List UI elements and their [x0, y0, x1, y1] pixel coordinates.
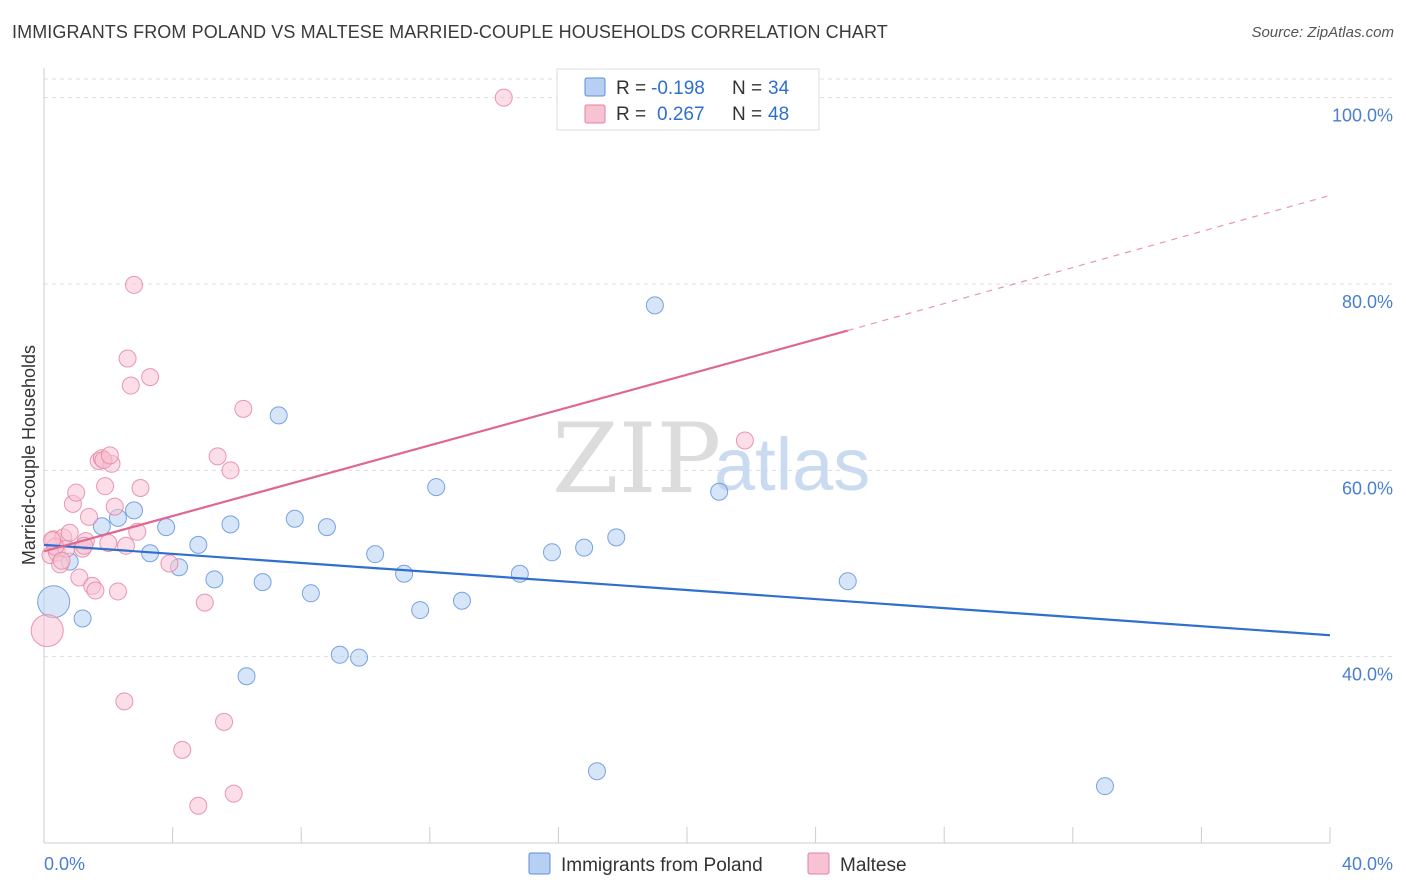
y-tick-label-80: 80.0%: [1342, 292, 1393, 312]
y-tick-label-40: 40.0%: [1342, 665, 1393, 685]
trend-lines: [43, 194, 1331, 637]
point-maltese-33: [195, 593, 214, 612]
point-poland-18: [350, 648, 369, 667]
point-poland-11: [221, 515, 240, 534]
legend-r-value-maltese: 0.267: [657, 104, 705, 125]
trend-line-maltese: [43, 329, 849, 553]
y-tick-labels: 40.0% 60.0% 80.0% 100.0%: [1332, 106, 1393, 685]
point-maltese-42: [52, 551, 71, 570]
point-maltese-28: [131, 479, 150, 498]
point-maltese-23: [115, 692, 134, 711]
point-maltese-36: [221, 461, 240, 480]
point-poland-12: [253, 573, 272, 592]
point-poland-28: [645, 296, 664, 315]
legend-n-label-maltese: N =: [732, 104, 762, 125]
point-poland-16: [317, 518, 336, 537]
trend-line-poland: [43, 543, 1331, 637]
legend-swatch-poland: [584, 77, 606, 97]
point-maltese-34: [208, 447, 227, 466]
point-maltese-21: [105, 497, 124, 516]
point-maltese-37: [224, 784, 243, 803]
point-poland-10: [205, 570, 224, 589]
point-maltese-31: [173, 740, 192, 759]
point-poland-15: [301, 584, 320, 603]
legend-n-value-poland: 34: [768, 78, 790, 99]
y-tick-label-100: 100.0%: [1332, 106, 1393, 126]
series-legend-swatch-poland: [528, 852, 551, 875]
point-poland-22: [427, 478, 446, 497]
y-tick-label-60: 60.0%: [1342, 478, 1393, 498]
point-maltese-0: [30, 614, 64, 648]
point-poland-5: [125, 501, 144, 520]
point-maltese-18: [96, 477, 115, 496]
point-maltese-13: [80, 507, 99, 526]
series-legend-label-poland: Immigrants from Poland: [561, 855, 763, 876]
point-poland-17: [330, 645, 349, 664]
point-maltese-15: [86, 581, 105, 600]
point-poland-23: [452, 591, 471, 610]
point-poland-7: [157, 518, 176, 537]
point-maltese-25: [121, 376, 140, 395]
source-label: Source: ZipAtlas.com: [1251, 24, 1394, 41]
point-poland-21: [411, 601, 430, 620]
point-maltese-40: [735, 431, 754, 450]
series-legend: Immigrants from Poland Maltese: [528, 852, 907, 876]
trend-line-extension-maltese: [847, 194, 1331, 332]
point-maltese-10: [70, 568, 89, 587]
point-maltese-22: [108, 582, 127, 601]
axes: [43, 68, 1331, 844]
point-poland-30: [838, 572, 857, 591]
watermark: ZIP atlas: [552, 403, 870, 515]
point-maltese-39: [494, 88, 513, 107]
point-maltese-45: [100, 446, 119, 465]
point-maltese-32: [189, 796, 208, 815]
point-maltese-7: [60, 523, 79, 542]
legend-n-label-poland: N =: [732, 78, 762, 99]
watermark-zip: ZIP: [552, 403, 721, 515]
point-maltese-35: [215, 712, 234, 731]
point-maltese-29: [141, 368, 160, 387]
point-poland-25: [542, 543, 561, 562]
point-maltese-38: [234, 399, 253, 418]
point-poland-0: [37, 585, 71, 619]
legend-n-value-maltese: 48: [768, 104, 789, 125]
point-poland-33: [1095, 777, 1114, 796]
point-maltese-30: [160, 554, 179, 573]
point-poland-19: [366, 545, 385, 564]
point-maltese-9: [67, 483, 86, 502]
series-legend-swatch-maltese: [807, 852, 830, 875]
point-poland-32: [587, 762, 606, 781]
point-poland-27: [607, 528, 626, 547]
point-poland-2: [73, 609, 92, 628]
point-poland-9: [189, 535, 208, 554]
chart-title: IMMIGRANTS FROM POLAND VS MALTESE MARRIE…: [12, 22, 888, 42]
y-axis-title: Married-couple Households: [19, 345, 39, 565]
legend-r-label-poland: R =: [616, 78, 646, 99]
legend-r-value-poland: -0.198: [651, 78, 705, 99]
legend-swatch-maltese: [584, 104, 606, 124]
point-maltese-24: [118, 349, 137, 368]
stats-legend: R = -0.198 N = 34 R = 0.267 N = 48: [556, 68, 820, 131]
point-poland-29: [710, 482, 729, 501]
x-tick-label-max: 40.0%: [1342, 854, 1393, 874]
point-poland-26: [575, 538, 594, 557]
point-poland-14: [285, 509, 304, 528]
point-poland-13: [269, 406, 288, 425]
x-tick-label-min: 0.0%: [44, 854, 85, 874]
point-poland-31: [237, 667, 256, 686]
point-poland-20: [395, 564, 414, 583]
gridlines: [44, 78, 1393, 658]
series-legend-label-maltese: Maltese: [840, 855, 907, 876]
data-points: [30, 88, 1114, 815]
legend-r-label-maltese: R =: [616, 104, 646, 125]
point-maltese-26: [125, 275, 144, 294]
